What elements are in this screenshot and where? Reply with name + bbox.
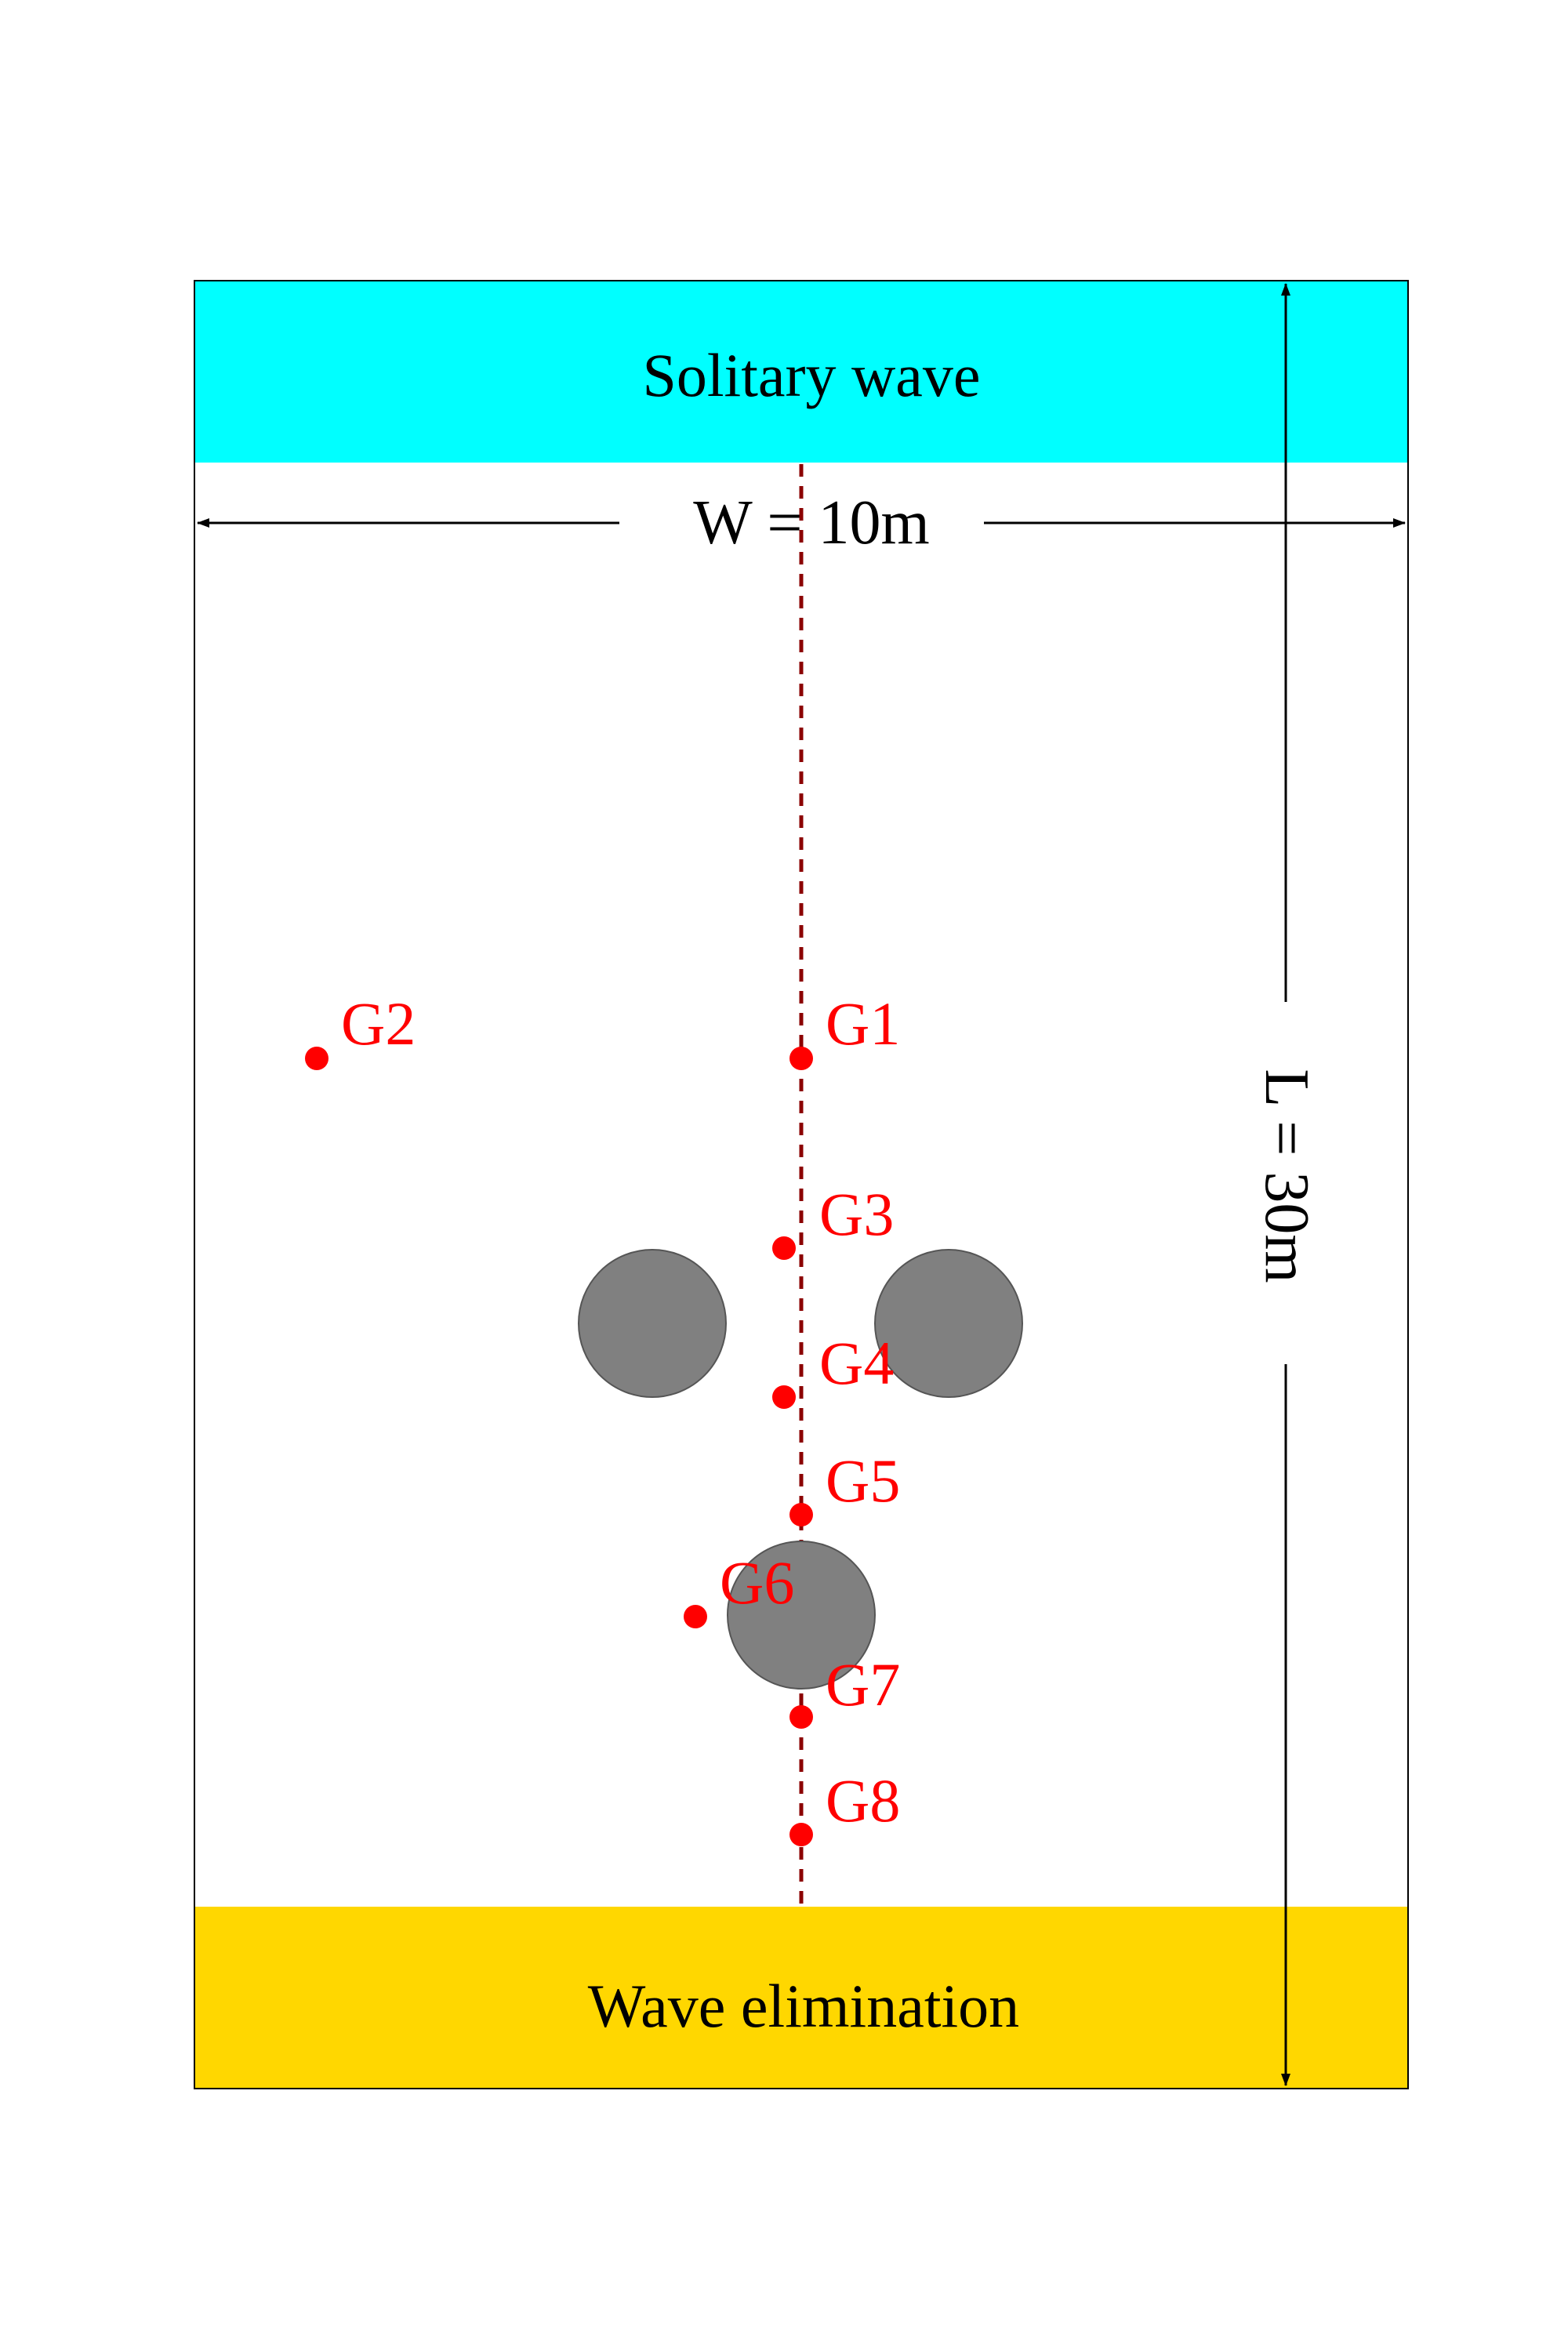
gauge-label: G2: [341, 989, 416, 1058]
cylinder-right: [874, 1249, 1023, 1398]
gauge-marker: [684, 1605, 707, 1628]
width-label: W = 10m: [693, 488, 929, 557]
solitary-wave-label: Solitary wave: [642, 341, 980, 409]
gauge-label: G3: [819, 1180, 894, 1248]
tank-outline: [194, 280, 1409, 2089]
gauge-g3: G3: [772, 1180, 894, 1260]
cylinder-bottom: [727, 1541, 876, 1690]
gauge-marker: [772, 1385, 796, 1409]
solitary-wave-region: [194, 281, 1408, 463]
gauge-g6: G6: [684, 1548, 794, 1628]
gauge-label: G6: [720, 1548, 794, 1617]
gauge-marker: [789, 1823, 813, 1846]
gauge-g2: G2: [305, 989, 416, 1070]
gauge-g5: G5: [789, 1446, 900, 1526]
gauge-marker: [305, 1047, 328, 1070]
cylinder-left: [578, 1249, 727, 1398]
gauge-marker: [789, 1503, 813, 1526]
wave-elimination-label: Wave elimination: [588, 1972, 1019, 2040]
gauge-label: G5: [826, 1446, 900, 1515]
gauge-marker: [789, 1705, 813, 1729]
gauge-g4: G4: [772, 1329, 894, 1409]
gauge-marker: [772, 1236, 796, 1260]
gauge-label: G7: [826, 1650, 900, 1719]
gauge-marker: [789, 1047, 813, 1070]
length-label: L = 30m: [1252, 1069, 1321, 1283]
gauge-label: G4: [819, 1329, 894, 1397]
gauge-g8: G8: [789, 1766, 900, 1846]
gauge-label: G8: [826, 1766, 900, 1835]
gauge-label: G1: [826, 989, 900, 1058]
wave-elimination-region: [194, 1907, 1408, 2089]
gauge-g7: G7: [789, 1650, 900, 1729]
gauge-g1: G1: [789, 989, 900, 1070]
